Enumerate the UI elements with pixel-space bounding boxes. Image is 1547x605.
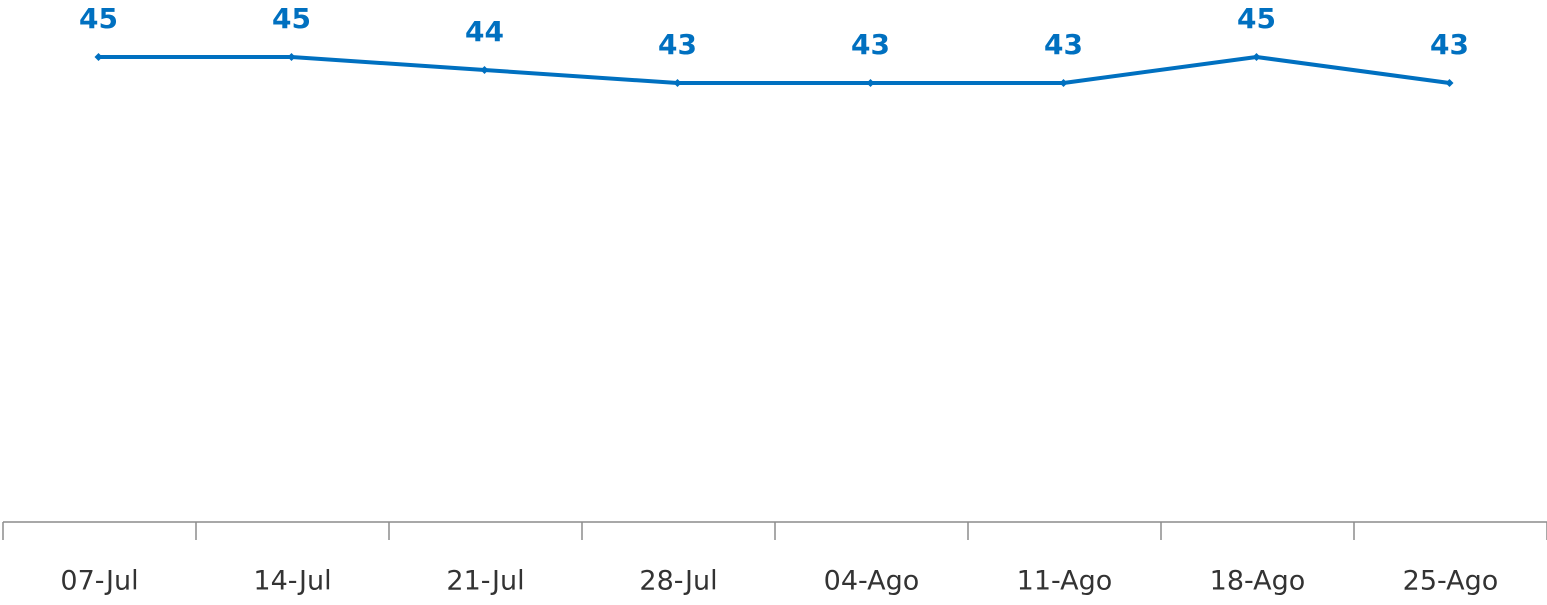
marker [94,53,103,61]
data-label: 43 [1430,28,1469,61]
marker [1252,53,1261,61]
data-label: 43 [658,28,697,61]
data-label: 45 [1237,2,1276,35]
data-label: 44 [465,15,504,48]
data-label: 43 [1044,28,1083,61]
marker [1059,79,1068,87]
x-tick-label: 07-Jul [60,566,138,597]
x-tick-label: 11-Ago [1017,566,1113,597]
data-label: 43 [851,28,890,61]
data-label: 45 [272,2,311,35]
marker [287,53,296,61]
data-label: 45 [79,2,118,35]
marker [866,79,875,87]
x-tick-label: 04-Ago [824,566,920,597]
x-tick-label: 14-Jul [253,566,331,597]
x-tick-label: 18-Ago [1210,566,1306,597]
marker [1445,79,1454,87]
marker [673,79,682,87]
x-tick-label: 25-Ago [1403,566,1499,597]
marker [480,66,489,74]
x-tick-label: 21-Jul [446,566,524,597]
line [98,55,1450,85]
x-tick-label: 28-Jul [639,566,717,597]
